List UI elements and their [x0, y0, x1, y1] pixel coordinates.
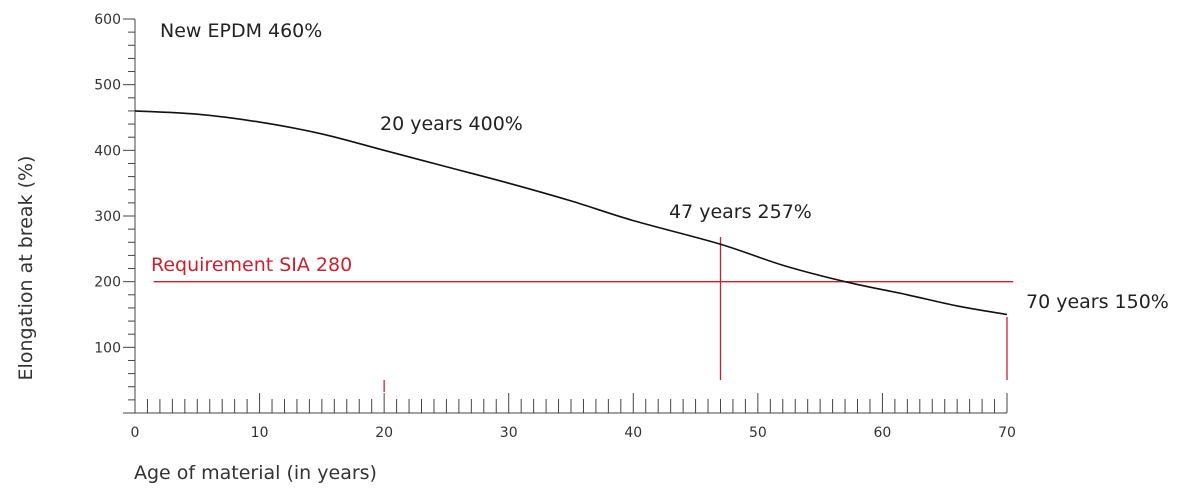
x-tick-label: 10: [251, 425, 269, 441]
annotation-47-years: 47 years 257%: [669, 201, 812, 223]
x-tick-label: 20: [375, 425, 393, 441]
y-tick-label: 600: [94, 12, 121, 28]
y-tick-label: 400: [94, 143, 121, 159]
x-tick-label: 70: [998, 425, 1016, 441]
chart-marks: [134, 110, 1014, 392]
y-tick-label: 300: [94, 209, 121, 225]
annotation-new-epdm: New EPDM 460%: [160, 20, 322, 42]
x-tick-label: 60: [874, 425, 892, 441]
annotation-20-years: 20 years 400%: [380, 113, 523, 135]
x-tick-label: 40: [624, 425, 642, 441]
elongation-curve: [134, 110, 1008, 316]
y-tick-label: 500: [94, 78, 121, 94]
y-tick-label: 200: [94, 275, 121, 291]
x-tick-label: 30: [500, 425, 518, 441]
x-axis-title: Age of material (in years): [134, 462, 377, 484]
y-axis-title: Elongation at break (%): [15, 156, 37, 381]
y-tick-label: 100: [94, 340, 121, 356]
requirement-label: Requirement SIA 280: [151, 254, 352, 276]
annotation-70-years: 70 years 150%: [1026, 291, 1169, 313]
x-tick-label: 50: [749, 425, 767, 441]
x-tick-label: 0: [131, 425, 140, 441]
axes: 100 200 300 400 500 600 0 10 20 30 40 50 60 70: [94, 12, 1016, 441]
